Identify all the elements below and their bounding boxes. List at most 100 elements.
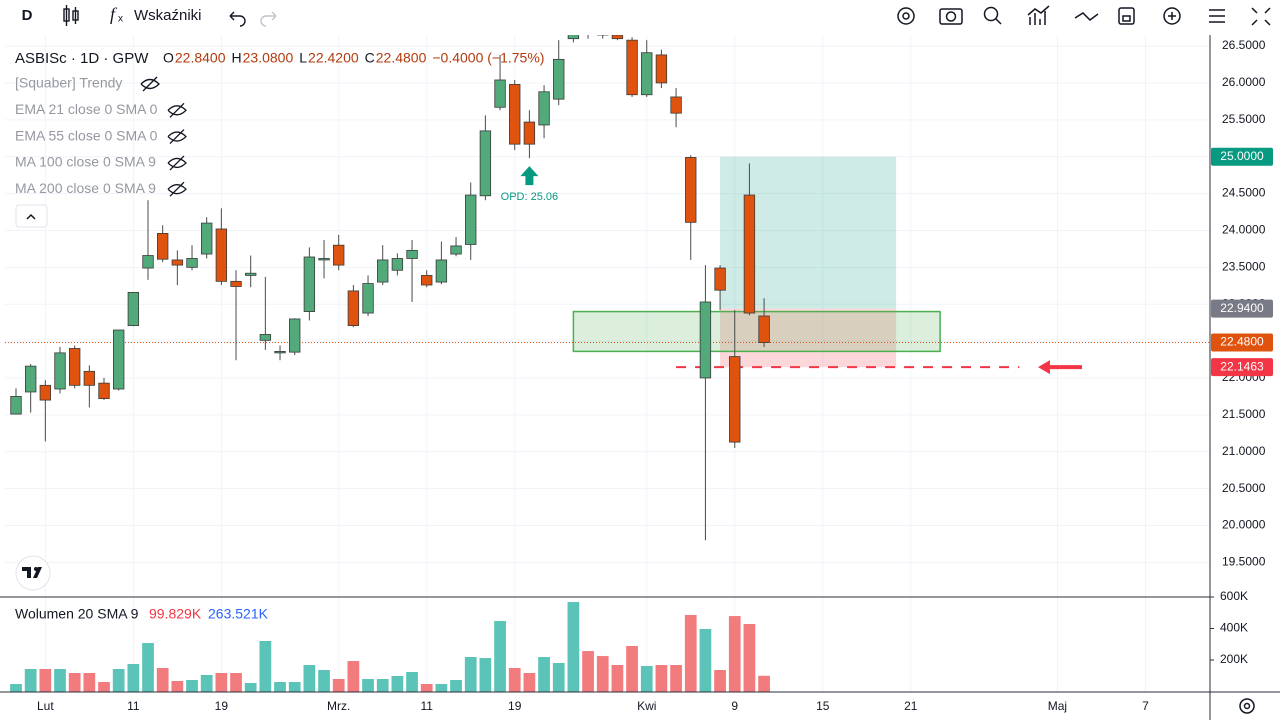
interval-button[interactable]: D <box>22 7 33 24</box>
candle-body <box>406 249 418 259</box>
volume-bar <box>640 665 653 692</box>
grid <box>5 35 1210 692</box>
price-label: 22.4800 <box>1220 335 1264 349</box>
candle-body <box>24 365 37 393</box>
x-tick-label: 19 <box>508 699 522 713</box>
snapshot-icon <box>945 11 957 22</box>
volume-bar <box>200 674 213 692</box>
indicator-name: MA 200 close 0 SMA 9 <box>15 180 156 196</box>
volume-bar <box>406 672 418 692</box>
candle-body <box>670 96 682 114</box>
signal-label: OPD: 25.06 <box>501 191 558 203</box>
y-tick-label: 24.0000 <box>1222 223 1266 237</box>
volume-bar <box>684 614 697 692</box>
candle-body <box>127 291 140 326</box>
candle-body <box>303 256 316 312</box>
volume-bar <box>391 676 404 692</box>
visibility-toggle[interactable] <box>167 129 187 145</box>
symbol-title: ASBISc · 1D · GPW <box>15 50 149 67</box>
price-label-bg <box>1211 147 1273 166</box>
candle-body <box>391 258 404 271</box>
indicator-list: [Squaber] Trendy EMA 21 close 0 SMA 0 EMA … <box>15 75 187 197</box>
redo-button[interactable] <box>260 11 277 27</box>
undo-button[interactable] <box>229 11 246 27</box>
ohlc-key: O <box>163 50 174 66</box>
volume-bar <box>288 682 301 692</box>
save-button[interactable] <box>1118 7 1135 25</box>
y-tick-label: 23.5000 <box>1222 259 1266 273</box>
indicator-name: EMA 21 close 0 SMA 0 <box>15 101 158 117</box>
alert-button[interactable] <box>1163 7 1181 25</box>
volume-bar <box>523 672 536 692</box>
snapshot-button[interactable] <box>939 8 963 25</box>
indicators-button[interactable]: Wskaźniki <box>134 7 202 24</box>
y-tick-label: 21.5000 <box>1222 407 1266 421</box>
candle-body <box>201 222 213 255</box>
visibility-toggle[interactable] <box>167 155 187 171</box>
price-label-bg <box>1211 299 1273 318</box>
eye-slash <box>169 129 185 145</box>
candle-body <box>142 255 154 269</box>
search-button[interactable] <box>983 6 999 22</box>
candle-body <box>714 267 726 291</box>
settings-button[interactable] <box>897 7 915 25</box>
ohlc-key: C <box>365 50 375 66</box>
candle-body <box>333 244 345 266</box>
settings-gear[interactable] <box>1239 698 1255 714</box>
y-tick-label: 20.5000 <box>1222 481 1266 495</box>
toolbar: D f x Wskaźniki <box>22 4 1271 27</box>
x-tick-label: 7 <box>1142 699 1149 713</box>
volume-bar <box>567 602 580 692</box>
volume-bar <box>171 680 184 692</box>
price-label: 22.9400 <box>1220 301 1264 315</box>
compare-button[interactable] <box>1027 5 1050 25</box>
volume-bar <box>655 664 668 692</box>
volume-bar <box>215 672 228 692</box>
candle-body <box>362 283 374 314</box>
y-tick-label: 21.0000 <box>1222 444 1266 458</box>
candle-body <box>699 301 712 379</box>
collapse-icon <box>26 213 36 220</box>
fx-icon: f <box>110 4 118 24</box>
x-tick-label: 21 <box>904 699 918 713</box>
candle-body <box>318 258 330 261</box>
alert-chain-button[interactable] <box>1074 12 1099 21</box>
chart-type-button[interactable] <box>63 5 79 26</box>
y-tick-label: 20.0000 <box>1222 518 1266 532</box>
volume-bar <box>39 668 52 692</box>
ohlc-value: 22.8400 <box>175 50 226 66</box>
volume-bar <box>420 684 433 692</box>
volume-bar <box>54 668 66 692</box>
visibility-toggle[interactable] <box>167 181 187 197</box>
visibility-toggle[interactable] <box>167 102 187 118</box>
candle-body <box>641 52 653 96</box>
volume-bar <box>68 672 81 692</box>
candle-body <box>215 228 228 282</box>
volume-bar <box>376 678 389 692</box>
price-label-bg <box>1211 358 1273 377</box>
volume-bar <box>699 628 712 692</box>
volume-bar <box>552 662 565 692</box>
volume-bar <box>98 682 110 692</box>
candle-body <box>245 272 257 276</box>
ohlc-value: 23.0800 <box>243 50 294 66</box>
visibility-toggle[interactable] <box>140 76 160 92</box>
volume-bar <box>508 668 521 692</box>
candle-body <box>10 395 22 415</box>
x-tick-label: 11 <box>127 699 140 713</box>
volume-bar <box>10 684 22 692</box>
volume-tick-label: 400K <box>1220 621 1248 635</box>
volume-bar <box>127 664 140 692</box>
axes: 19.500020.000020.500021.000021.500022.00… <box>37 38 1273 713</box>
legend: ASBISc · 1D · GPW O 22.8400 H 23.0800 L 22.42… <box>15 50 1255 714</box>
fullscreen-button[interactable] <box>1251 7 1271 26</box>
candle-body <box>54 352 66 390</box>
volume-bar <box>24 668 37 692</box>
candle-body <box>538 91 550 126</box>
object-tree-button[interactable] <box>1209 9 1225 23</box>
volume-bar <box>596 656 609 692</box>
candle-body <box>509 84 521 145</box>
save-icon <box>1122 15 1131 22</box>
eye-slash <box>169 155 185 171</box>
